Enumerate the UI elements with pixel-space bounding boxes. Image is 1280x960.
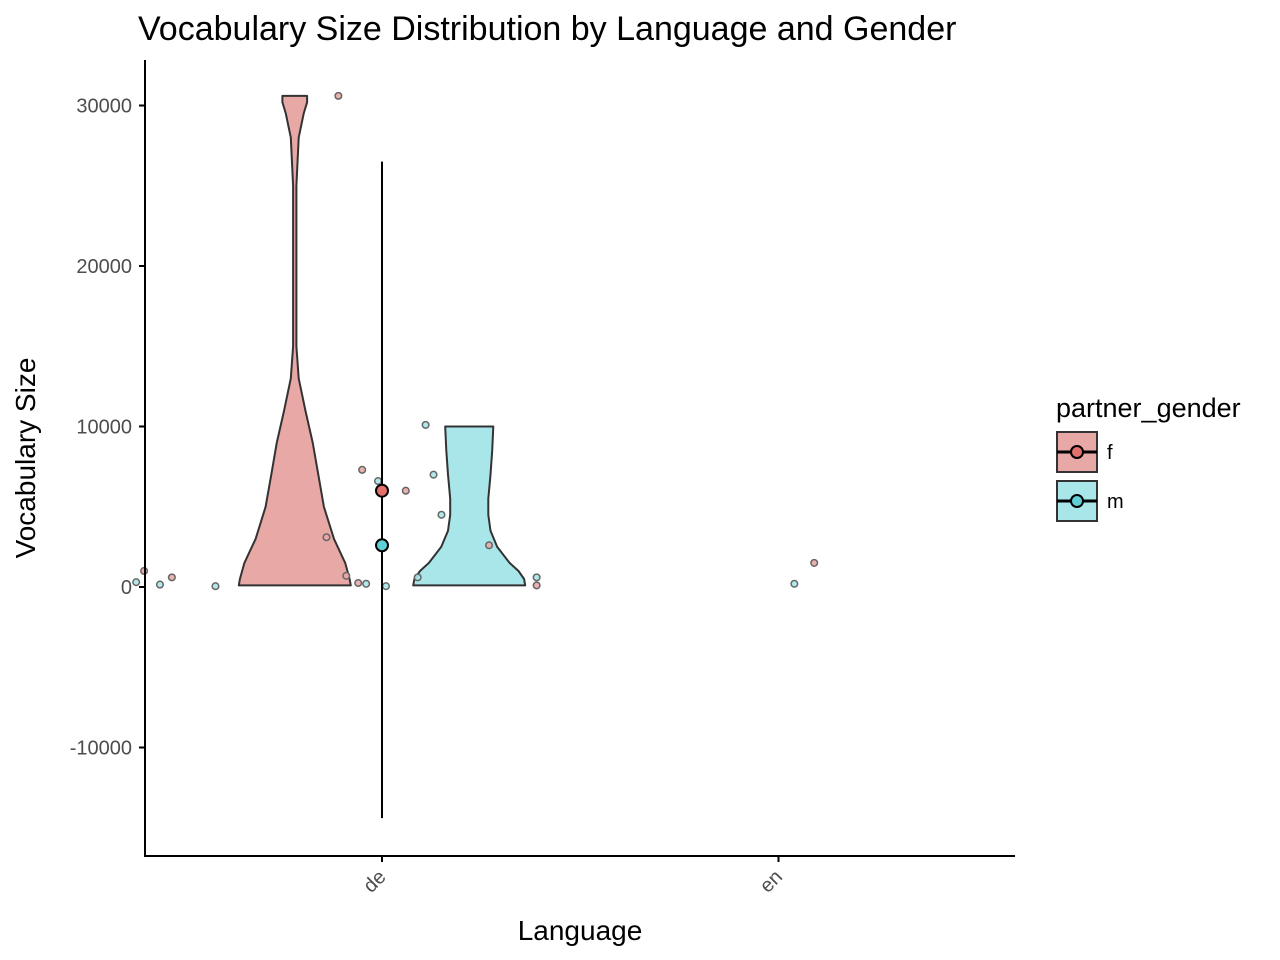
y-axis-title: Vocabulary Size — [10, 358, 41, 559]
data-point-f — [485, 541, 494, 550]
data-point-f — [401, 486, 410, 495]
data-point-m — [421, 420, 430, 429]
y-tick-label: 20000 — [76, 256, 132, 278]
data-point-m — [373, 477, 383, 486]
legend-key-point — [1070, 445, 1084, 459]
y-tick-label: 0 — [121, 577, 132, 599]
data-point-m — [532, 573, 541, 582]
data-point-m — [155, 580, 165, 589]
y-tick-label: 10000 — [76, 417, 132, 439]
legend: partner_gender f m — [1056, 393, 1241, 522]
y-tick-label: -10000 — [70, 738, 132, 760]
x-axis-title: Language — [518, 915, 643, 946]
legend-label-m: m — [1107, 491, 1124, 513]
data-point-m — [381, 582, 391, 591]
data-point-m — [362, 579, 371, 588]
data-point-f — [354, 578, 363, 588]
x-tick-label: de — [359, 866, 390, 897]
mean-point-de-f — [375, 483, 389, 498]
data-point-m — [413, 573, 422, 582]
data-point-f — [342, 571, 351, 580]
data-point-f — [334, 91, 343, 100]
axes: -10000 0 10000 20000 30000 de en — [70, 60, 1015, 897]
data-point-m — [429, 470, 438, 479]
data-point-m — [437, 510, 446, 519]
data-point-f — [532, 581, 541, 590]
data-point-f — [358, 465, 367, 474]
chart-title: Vocabulary Size Distribution by Language… — [138, 10, 956, 48]
data-point-f — [810, 558, 819, 567]
y-tick-label: 30000 — [76, 96, 132, 118]
violin-de-f — [237, 94, 352, 587]
plot-area — [132, 91, 819, 819]
legend-key-point — [1070, 494, 1084, 508]
data-point-f — [322, 533, 331, 542]
legend-title: partner_gender — [1056, 393, 1241, 423]
mean-point-de-m — [375, 538, 389, 553]
data-point-f — [167, 573, 176, 582]
legend-label-f: f — [1107, 442, 1113, 464]
violin-de-m — [412, 425, 527, 587]
data-point-m — [790, 579, 799, 588]
x-tick-label: en — [756, 866, 787, 897]
data-point-m — [211, 582, 220, 591]
data-point-m — [132, 578, 141, 587]
